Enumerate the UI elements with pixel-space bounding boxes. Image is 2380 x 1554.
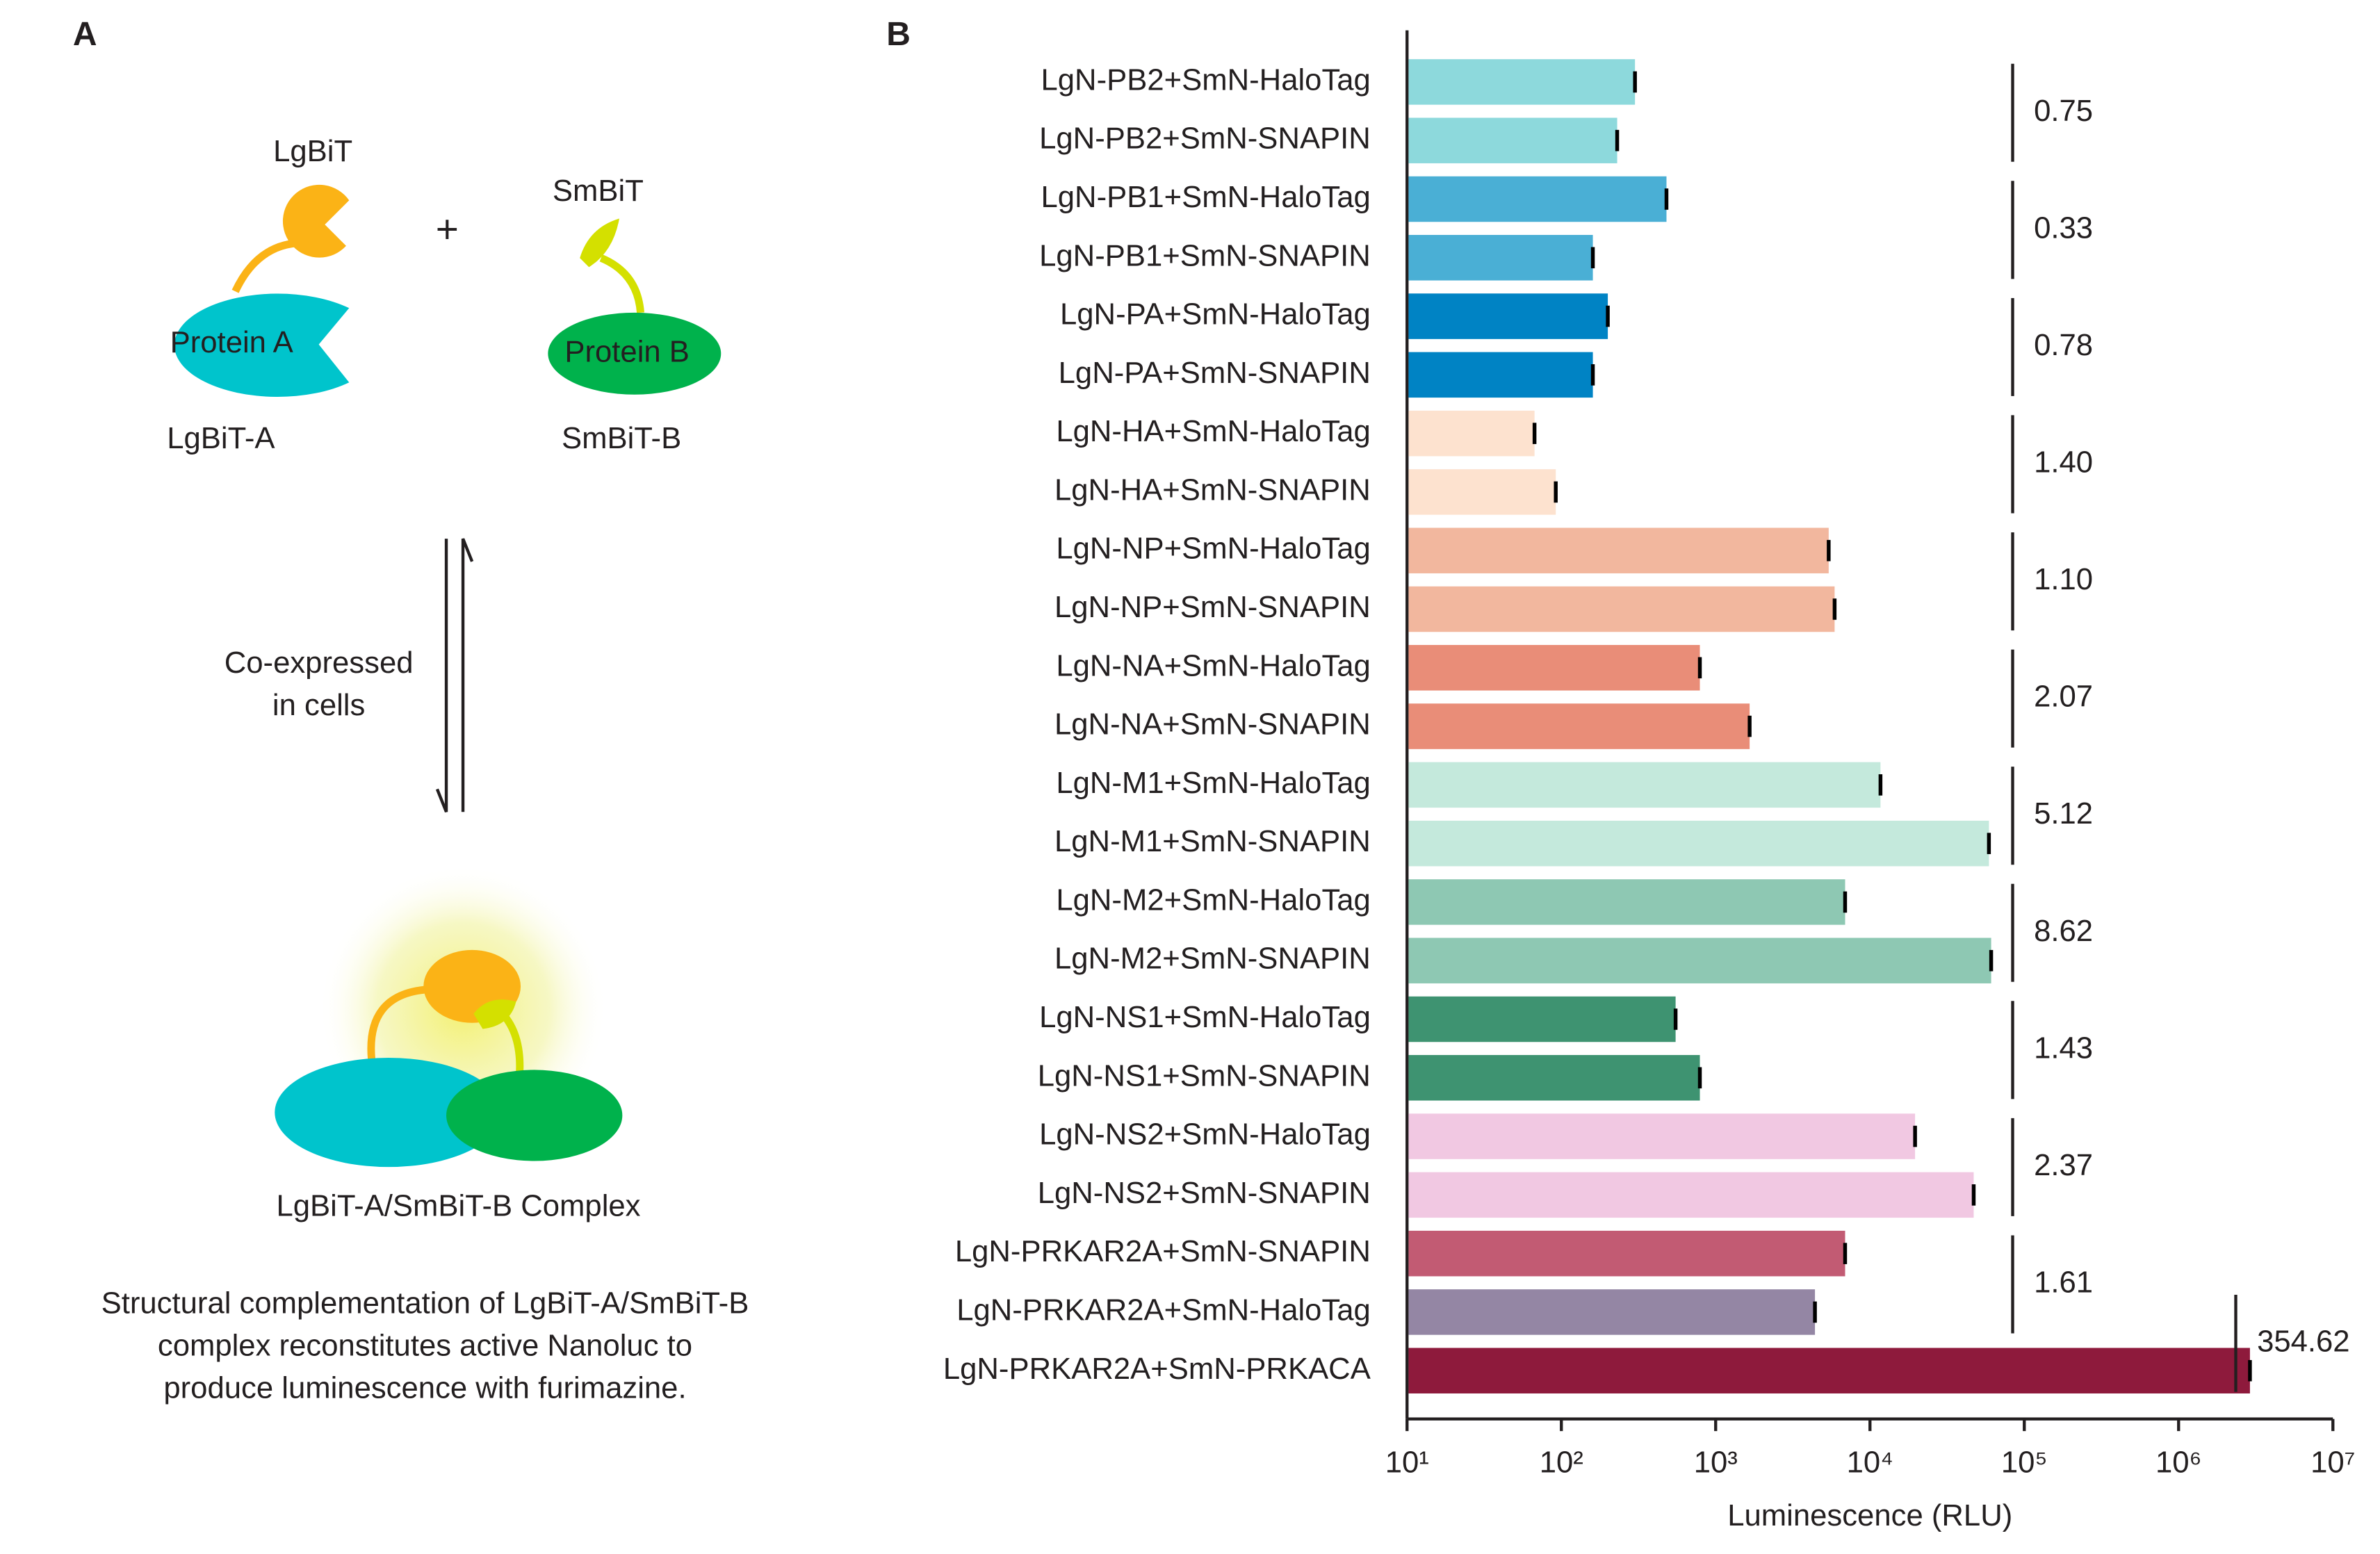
panel-label: B (886, 16, 911, 53)
bar (1408, 293, 1608, 339)
protein-label: Protein B (564, 334, 690, 368)
y-tick-label: LgN-NP+SmN-HaloTag (1056, 532, 1371, 566)
bar (1408, 1113, 1916, 1159)
bar (1408, 879, 1845, 925)
x-tick-label: 10⁷ (2310, 1446, 2355, 1480)
bar (1408, 938, 1991, 983)
bar (1408, 117, 1617, 163)
label: SmBiT-B (562, 421, 681, 455)
protein-b-shape (446, 1070, 623, 1161)
bar (1408, 527, 1829, 573)
label: in cells (272, 688, 365, 722)
y-tick-label: LgN-PA+SmN-SNAPIN (1059, 356, 1371, 390)
bar (1408, 1289, 1816, 1335)
label: LgBiT-A/SmBiT-B Complex (276, 1189, 640, 1223)
linker (367, 985, 429, 1063)
bar (1408, 469, 1556, 515)
protein-a-shape (275, 1057, 503, 1168)
x-tick-label: 10⁵ (2001, 1446, 2048, 1480)
annotation: 1.40 (2034, 445, 2093, 479)
protein-b-shape (548, 312, 722, 395)
caption: complex reconstitutes active Nanoluc to (158, 1329, 692, 1363)
annotation: 0.78 (2034, 328, 2093, 362)
y-tick-label: LgN-NA+SmN-HaloTag (1056, 648, 1371, 682)
annotation: 0.33 (2034, 211, 2093, 245)
y-tick-label: LgN-NS1+SmN-HaloTag (1039, 1000, 1371, 1034)
y-tick-label: LgN-NA+SmN-SNAPIN (1054, 708, 1371, 742)
arrow (461, 538, 474, 812)
bar (1408, 586, 1835, 632)
y-tick-label: LgN-PB1+SmN-HaloTag (1041, 180, 1370, 214)
x-tick-label: 10² (1540, 1446, 1583, 1480)
y-tick-label: LgN-HA+SmN-HaloTag (1056, 414, 1371, 448)
annotation: 8.62 (2034, 914, 2093, 948)
annotation: 1.10 (2034, 562, 2093, 596)
x-tick-label: 10¹ (1385, 1446, 1429, 1480)
y-tick-label: LgN-M1+SmN-SNAPIN (1054, 824, 1371, 858)
y-tick-label: LgN-NS2+SmN-HaloTag (1039, 1118, 1371, 1152)
y-tick-label: LgN-PRKAR2A+SmN-SNAPIN (955, 1234, 1371, 1268)
bar (1408, 410, 1535, 457)
bar (1408, 176, 1667, 222)
y-tick-label: LgN-PA+SmN-HaloTag (1060, 297, 1371, 332)
label: LgBiT-A (167, 421, 275, 455)
label: Co-expressed (225, 646, 414, 680)
label: SmBiT (553, 174, 644, 208)
y-tick-label: LgN-PB2+SmN-SNAPIN (1039, 122, 1371, 156)
y-tick-label: LgN-M1+SmN-HaloTag (1056, 766, 1371, 800)
y-tick-label: LgN-NS1+SmN-SNAPIN (1038, 1058, 1371, 1093)
y-tick-label: LgN-PRKAR2A+SmN-PRKACA (943, 1352, 1371, 1386)
bar (1408, 1348, 2250, 1393)
bar (1408, 762, 1881, 808)
bar (1408, 1172, 1974, 1218)
label: LgBiT (273, 134, 352, 168)
y-tick-label: LgN-PB1+SmN-SNAPIN (1039, 238, 1371, 272)
lgbit-shape (282, 184, 350, 258)
annotation: 354.62 (2257, 1324, 2350, 1358)
annotation: 5.12 (2034, 796, 2093, 831)
bar (1408, 703, 1750, 749)
y-tick-label: LgN-NS2+SmN-SNAPIN (1038, 1176, 1371, 1210)
caption: produce luminescence with furimazine. (163, 1371, 686, 1405)
y-tick-label: LgN-M2+SmN-SNAPIN (1054, 942, 1371, 976)
y-tick-label: LgN-HA+SmN-SNAPIN (1054, 473, 1371, 507)
annotation: 1.43 (2034, 1031, 2093, 1065)
annotation: 2.07 (2034, 680, 2093, 714)
annotation: 2.37 (2034, 1148, 2093, 1182)
annotation: 0.75 (2034, 94, 2093, 128)
bar (1408, 59, 1636, 105)
bar (1408, 1230, 1845, 1277)
bar (1408, 996, 1676, 1042)
bar (1408, 352, 1593, 398)
x-tick-label: 10³ (1694, 1446, 1738, 1480)
caption: Structural complementation of LgBiT-A/Sm… (101, 1286, 749, 1320)
annotation: 1.61 (2034, 1266, 2093, 1300)
x-tick-label: 10⁴ (1847, 1446, 1893, 1480)
x-axis-label: Luminescence (RLU) (1727, 1498, 2012, 1532)
x-tick-label: 10⁶ (2155, 1446, 2202, 1480)
y-tick-label: LgN-NP+SmN-SNAPIN (1054, 590, 1371, 624)
arrow (435, 539, 448, 813)
y-tick-label: LgN-PRKAR2A+SmN-HaloTag (956, 1293, 1371, 1327)
protein-label: Protein A (170, 325, 294, 359)
plus: + (436, 208, 459, 252)
bar (1408, 645, 1700, 691)
smbit-shape (473, 999, 516, 1029)
smbit-shape (580, 218, 619, 268)
bar (1408, 820, 1989, 867)
y-tick-label: LgN-PB2+SmN-HaloTag (1041, 63, 1370, 97)
linker (231, 238, 304, 293)
linker (599, 254, 644, 313)
y-tick-label: LgN-M2+SmN-HaloTag (1056, 883, 1371, 917)
protein-a-shape (174, 293, 350, 398)
panel-label: A (73, 16, 97, 53)
bar (1408, 1055, 1700, 1101)
bar (1408, 235, 1593, 281)
